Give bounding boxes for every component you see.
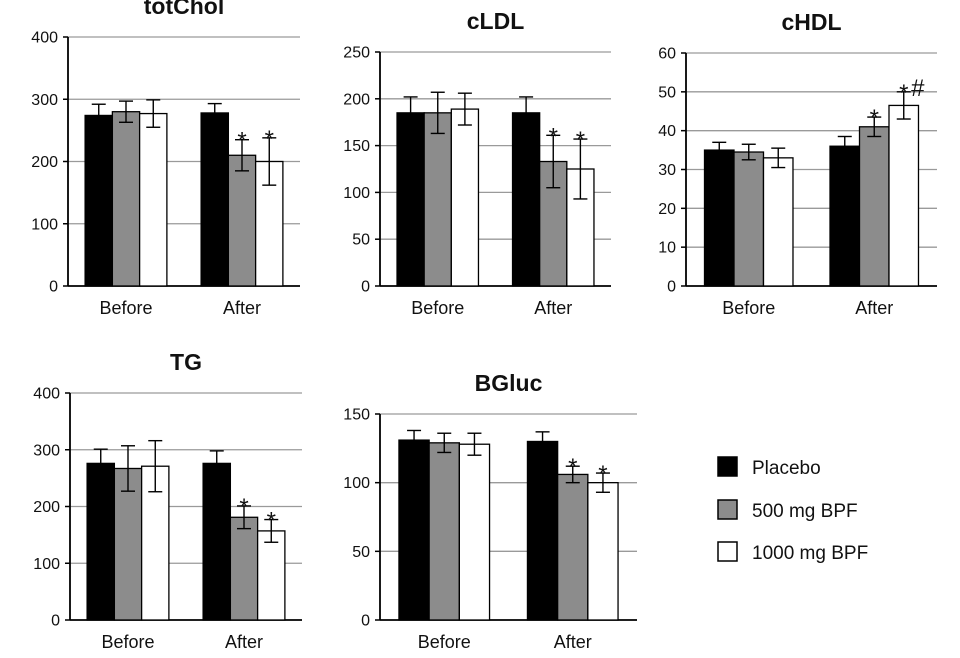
bar-500mg bbox=[539, 160, 568, 287]
significance-marker: * bbox=[598, 461, 607, 488]
chart-cldl: cLDL 0 50 100 150 200 250 Before After * * bbox=[343, 8, 611, 318]
y-tick-label: 150 bbox=[343, 138, 370, 155]
bar-500mg bbox=[423, 112, 452, 287]
bar-placebo bbox=[829, 145, 861, 287]
x-tick-label: After bbox=[554, 632, 592, 652]
significance-marker: * bbox=[549, 123, 558, 150]
y-tick-label: 400 bbox=[31, 30, 58, 47]
significance-marker: * bbox=[576, 127, 585, 154]
chart-title: TG bbox=[170, 349, 202, 375]
y-tick-label: 100 bbox=[343, 185, 370, 202]
bar-1000mg bbox=[888, 104, 920, 287]
legend-swatch-placebo bbox=[717, 456, 738, 477]
y-tick-label: 30 bbox=[658, 162, 676, 179]
significance-marker: * bbox=[267, 508, 276, 535]
chart-title: totChol bbox=[144, 0, 224, 19]
chart-title: BGluc bbox=[475, 370, 543, 396]
chart-tg: TG 0 100 200 300 400 Before After * * bbox=[33, 349, 302, 652]
bar-500mg bbox=[229, 516, 259, 621]
bar-500mg bbox=[733, 151, 765, 287]
y-tick-label: 200 bbox=[31, 154, 58, 171]
bar-500mg bbox=[858, 126, 890, 287]
legend-swatch-1000mg bbox=[717, 541, 738, 562]
bar-1000mg bbox=[450, 108, 480, 287]
y-tick-label: 40 bbox=[658, 123, 676, 140]
bar-placebo bbox=[200, 112, 230, 287]
legend-swatch-500mg bbox=[717, 499, 738, 520]
significance-marker: * bbox=[237, 128, 246, 155]
y-tick-label: 50 bbox=[658, 84, 676, 101]
significance-marker: * bbox=[899, 80, 908, 107]
y-tick-label: 400 bbox=[33, 386, 60, 403]
bar-500mg bbox=[428, 442, 460, 621]
y-tick-label: 150 bbox=[343, 407, 370, 424]
bar-1000mg bbox=[138, 112, 168, 287]
y-tick-label: 10 bbox=[658, 240, 676, 257]
x-tick-label: After bbox=[225, 632, 263, 652]
bar-placebo bbox=[398, 439, 430, 621]
y-tick-label: 300 bbox=[33, 442, 60, 459]
bar-1000mg bbox=[762, 157, 794, 287]
bar-placebo bbox=[86, 462, 116, 621]
x-tick-label: After bbox=[855, 298, 893, 318]
x-tick-label: Before bbox=[99, 298, 152, 318]
bar-placebo bbox=[526, 440, 559, 621]
significance-marker: # bbox=[911, 75, 925, 102]
significance-marker: * bbox=[239, 494, 248, 521]
x-tick-label: After bbox=[534, 298, 572, 318]
y-tick-label: 20 bbox=[658, 201, 676, 218]
y-tick-label: 0 bbox=[667, 279, 676, 296]
significance-marker: * bbox=[568, 454, 577, 481]
bar-placebo bbox=[511, 112, 541, 287]
y-tick-label: 250 bbox=[343, 45, 370, 62]
x-tick-label: Before bbox=[101, 632, 154, 652]
bar-500mg bbox=[557, 473, 589, 621]
bar-500mg bbox=[227, 154, 257, 287]
chart-title: cLDL bbox=[467, 8, 525, 34]
x-tick-label: Before bbox=[722, 298, 775, 318]
y-tick-label: 0 bbox=[49, 279, 58, 296]
y-tick-label: 300 bbox=[31, 92, 58, 109]
y-tick-label: 0 bbox=[361, 279, 370, 296]
chart-title: cHDL bbox=[781, 9, 841, 35]
y-tick-label: 0 bbox=[51, 613, 60, 630]
y-tick-label: 100 bbox=[343, 475, 370, 492]
chart-totchol: totChol 0 100 200 300 400 Before After * * bbox=[31, 0, 300, 318]
significance-marker: * bbox=[870, 105, 879, 132]
y-tick-label: 60 bbox=[658, 46, 676, 63]
bar-placebo bbox=[396, 112, 425, 287]
y-tick-label: 100 bbox=[31, 216, 58, 233]
y-tick-label: 50 bbox=[352, 544, 370, 561]
x-tick-label: Before bbox=[418, 632, 471, 652]
bar-placebo bbox=[703, 149, 735, 287]
y-tick-label: 200 bbox=[33, 499, 60, 516]
x-tick-label: Before bbox=[411, 298, 464, 318]
bar-1000mg bbox=[256, 530, 286, 621]
y-tick-label: 50 bbox=[352, 232, 370, 249]
chart-bgluc: BGluc 0 50 100 150 Before After * * bbox=[343, 370, 637, 652]
bar-1000mg bbox=[458, 443, 491, 621]
y-tick-label: 200 bbox=[343, 91, 370, 108]
y-tick-label: 100 bbox=[33, 556, 60, 573]
y-tick-label: 0 bbox=[361, 613, 370, 630]
legend-label-placebo: Placebo bbox=[752, 458, 821, 479]
legend-label-1000mg: 1000 mg BPF bbox=[752, 543, 868, 564]
significance-marker: * bbox=[265, 126, 274, 153]
bar-1000mg bbox=[587, 482, 619, 621]
legend: Placebo 500 mg BPF 1000 mg BPF bbox=[717, 456, 868, 564]
bar-placebo bbox=[84, 114, 114, 287]
legend-label-500mg: 500 mg BPF bbox=[752, 501, 858, 522]
bar-placebo bbox=[202, 462, 232, 621]
bar-500mg bbox=[111, 111, 141, 287]
x-tick-label: After bbox=[223, 298, 261, 318]
